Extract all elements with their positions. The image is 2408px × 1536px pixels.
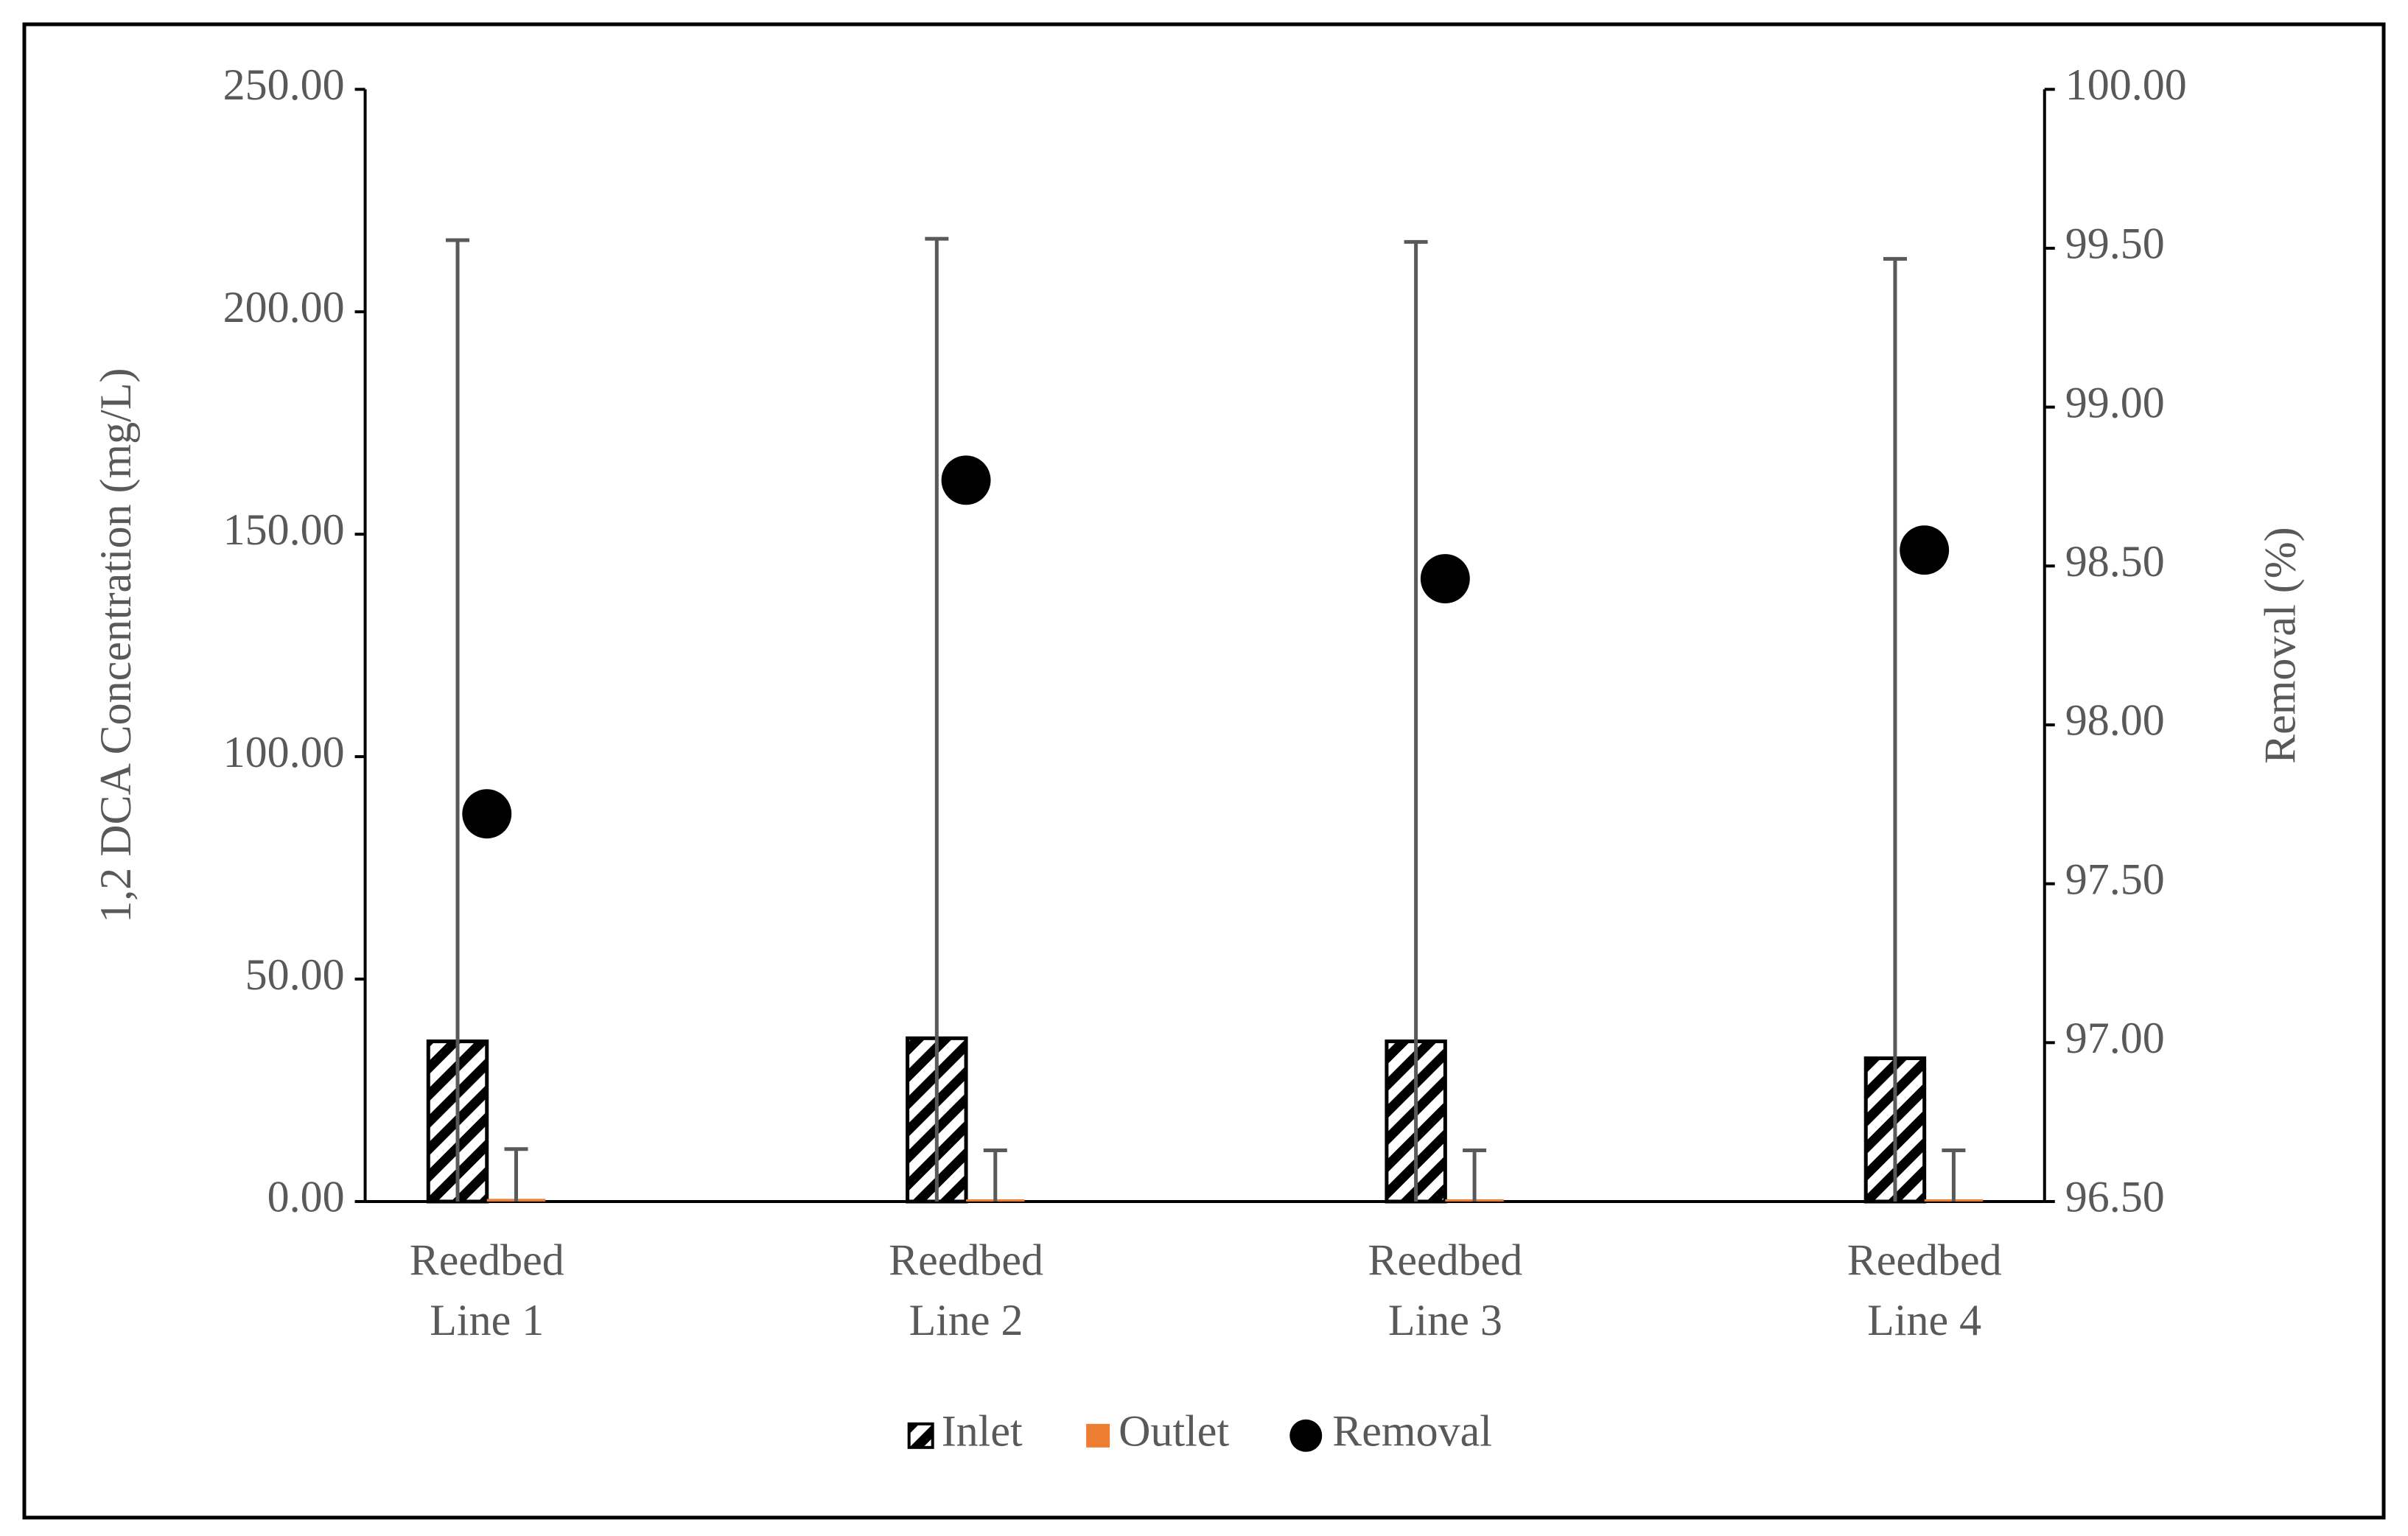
error-bar — [1404, 239, 1428, 1202]
legend-swatch — [1086, 1423, 1110, 1448]
error-bar — [1883, 256, 1907, 1202]
legend-label: Outlet — [1119, 1407, 1229, 1456]
legend-swatch — [907, 1422, 934, 1449]
y-tick-label: 150.00 — [223, 505, 345, 554]
y-tick-label: 100.00 — [223, 728, 345, 776]
marker — [941, 455, 991, 505]
legend-label: Inlet — [942, 1407, 1023, 1456]
y2-axis-title: Removal (%) — [2256, 527, 2305, 764]
y2-tick-label: 98.00 — [2065, 696, 2165, 745]
x-tick-label: Reedbed — [410, 1235, 564, 1284]
y-tick-label: 200.00 — [223, 283, 345, 332]
y2-tick-label: 98.50 — [2065, 537, 2165, 586]
y2-tick-label: 99.00 — [2065, 378, 2165, 427]
legend-label: Removal — [1332, 1407, 1492, 1456]
error-bar — [1463, 1149, 1487, 1202]
error-bar — [983, 1149, 1007, 1202]
x-tick-label: Line 1 — [430, 1296, 544, 1344]
y2-tick-label: 96.50 — [2065, 1173, 2165, 1221]
y2-tick-label: 97.00 — [2065, 1014, 2165, 1062]
y2-tick-label: 97.50 — [2065, 855, 2165, 903]
frame — [22, 22, 2386, 1520]
x-tick-label: Reedbed — [1368, 1235, 1522, 1284]
error-bar — [1942, 1149, 1966, 1202]
y-tick-label: 250.00 — [223, 60, 345, 109]
marker — [1900, 525, 1950, 575]
x-tick-label: Reedbed — [889, 1235, 1043, 1284]
y2-tick-label: 100.00 — [2065, 60, 2187, 109]
y-tick-label: 50.00 — [245, 950, 345, 999]
error-bar — [504, 1147, 528, 1202]
x-tick-label: Line 4 — [1867, 1296, 1981, 1344]
x-tick-label: Line 3 — [1388, 1296, 1502, 1344]
x-tick-label: Line 2 — [909, 1296, 1023, 1344]
x-tick-label: Reedbed — [1847, 1235, 2002, 1284]
y2-tick-label: 99.50 — [2065, 220, 2165, 268]
error-bar — [925, 236, 949, 1202]
y-tick-label: 0.00 — [267, 1173, 345, 1221]
marker — [1420, 554, 1470, 604]
error-bar — [446, 238, 470, 1202]
y-axis-title: 1,2 DCA Concentration (mg/L) — [91, 368, 140, 923]
marker — [462, 789, 512, 839]
legend-swatch — [1289, 1419, 1323, 1452]
